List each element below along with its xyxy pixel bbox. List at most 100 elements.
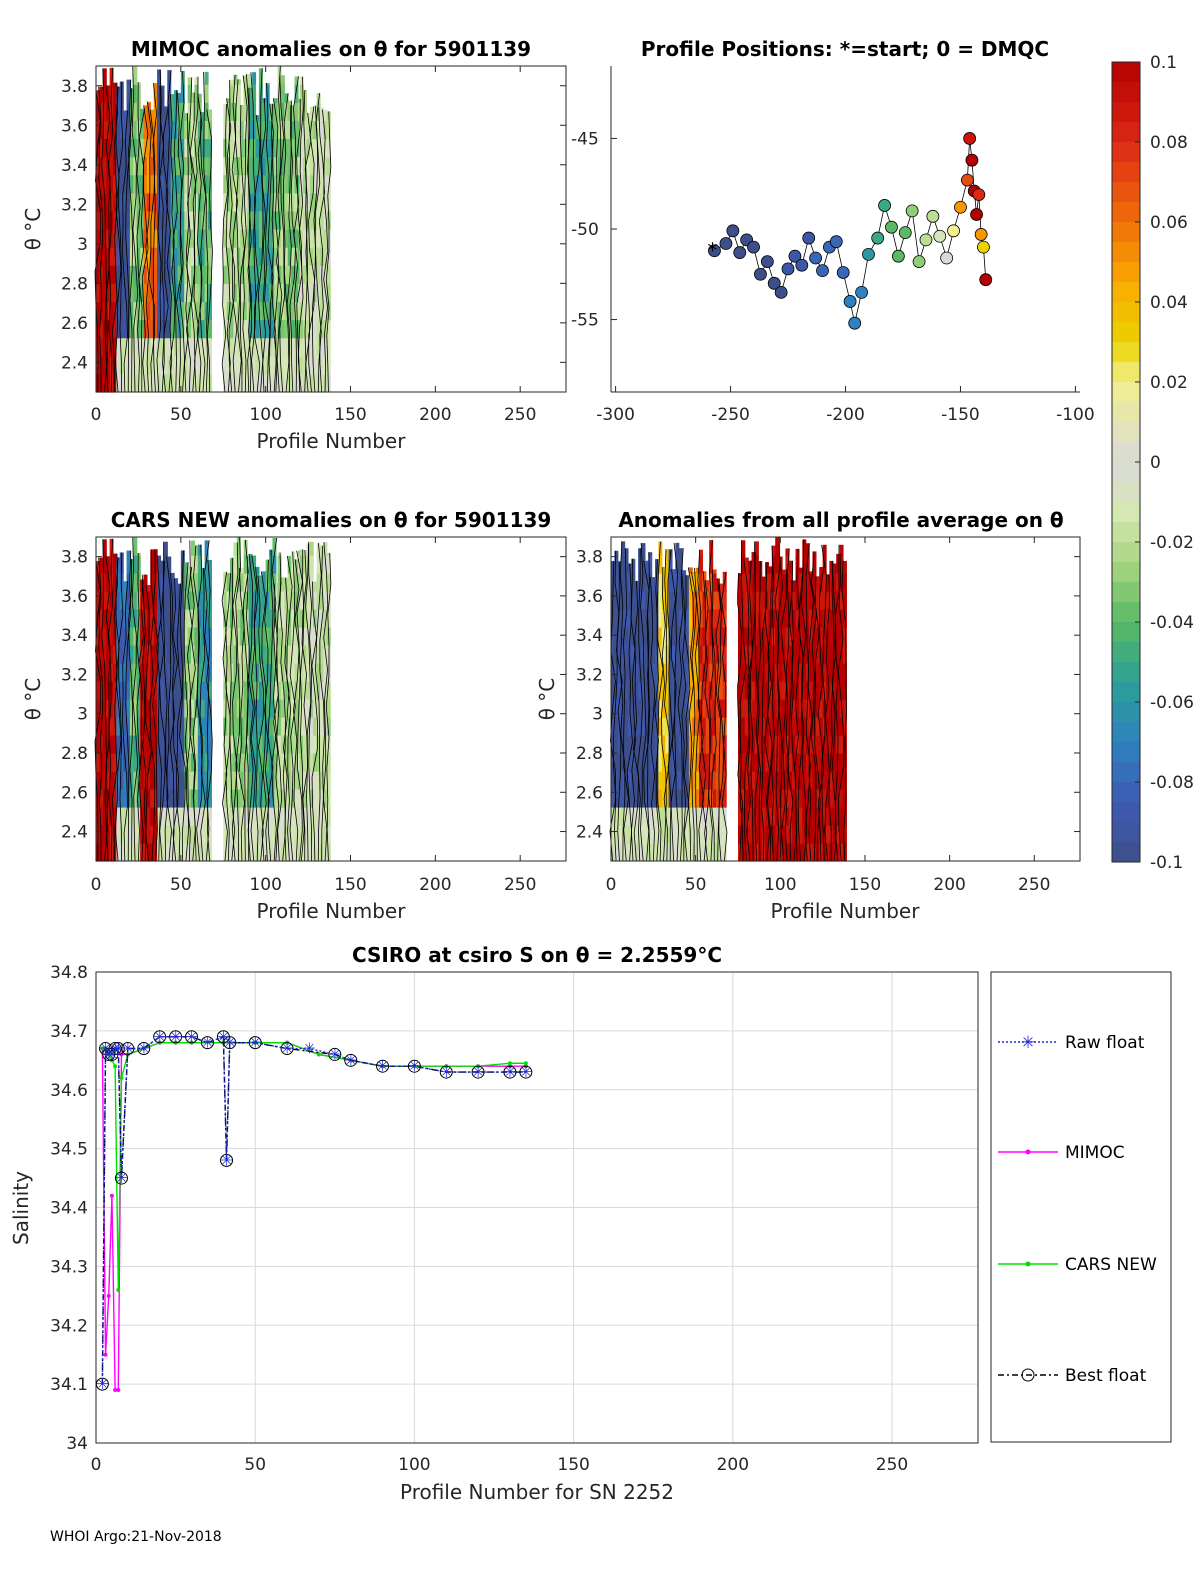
mimoc-x-ticks: 0 50 100 150 200 250 (91, 66, 536, 425)
heatmap-cell (126, 174, 131, 194)
heatmap-cell (832, 753, 837, 772)
colorbar-cell (1112, 382, 1140, 403)
heatmap-cell (226, 627, 231, 646)
heatmap-cell (299, 591, 304, 610)
heatmap-cell (136, 355, 141, 375)
heatmap-cell (184, 337, 189, 357)
heatmap-cell (191, 591, 196, 610)
heatmap-cell (187, 566, 192, 574)
heatmap-cell (133, 156, 138, 176)
contour-line (787, 560, 794, 862)
heatmap-cell (143, 591, 148, 610)
heatmap-cell (230, 337, 235, 357)
heatmap-cell (150, 735, 155, 754)
contour-line (253, 115, 261, 393)
heatmap-cell (668, 573, 673, 592)
heatmap-cell (262, 210, 267, 230)
heatmap-cell (112, 609, 117, 628)
heatmap-cell (191, 573, 196, 592)
heatmap-cell (644, 681, 649, 700)
heatmap-cell (644, 771, 649, 790)
heatmap-cell (829, 663, 834, 682)
heatmap-cell (277, 373, 282, 393)
heatmap-cell (258, 609, 263, 628)
heatmap-cell (153, 681, 158, 700)
heatmap-cell (719, 627, 724, 646)
heatmap-cell (150, 717, 155, 736)
heatmap-cell (106, 573, 111, 592)
y-tick-label: 3.4 (576, 626, 603, 646)
contour-line (242, 75, 248, 393)
heatmap-cell (741, 843, 746, 862)
data-point: ✳ (137, 1040, 150, 1058)
heatmap-cell (748, 753, 753, 772)
heatmap-cell (133, 609, 138, 628)
heatmap-cell (123, 771, 128, 790)
heatmap-cell (226, 156, 231, 176)
contour-line (637, 548, 643, 862)
heatmap-cell (109, 627, 114, 646)
colorbar-tick-label: 0.02 (1150, 373, 1188, 393)
heatmap-cell (129, 771, 134, 790)
heatmap-cell (299, 663, 304, 682)
heatmap-cell (197, 591, 202, 610)
heatmap-cell (236, 247, 241, 266)
heatmap-cell (140, 771, 145, 790)
heatmap-cell (722, 591, 727, 610)
heatmap-cell (197, 825, 202, 844)
heatmap-cell (688, 567, 693, 574)
heatmap-cell (316, 663, 321, 682)
data-point: ✳ (169, 1028, 182, 1046)
heatmap-cell (326, 843, 331, 862)
heatmap-cell (99, 681, 104, 700)
heatmap-cell (180, 337, 185, 357)
heatmap-cell (123, 591, 128, 610)
heatmap-cell (187, 645, 192, 664)
heatmap-cell (313, 735, 318, 754)
heatmap-cell (705, 699, 710, 718)
heatmap-cell (240, 771, 245, 790)
heatmap-cell (153, 355, 158, 375)
heatmap-cell (106, 355, 111, 375)
heatmap-cell (243, 102, 248, 121)
heatmap-cell (240, 247, 245, 266)
heatmap-cell (207, 156, 212, 176)
heatmap-cell (184, 210, 189, 230)
heatmap-cell (197, 102, 202, 121)
heatmap-cell (741, 540, 746, 556)
heatmap-cell (129, 138, 134, 158)
heatmap-cell (233, 74, 238, 85)
heatmap-cell (265, 247, 270, 266)
heatmap-cell (699, 591, 704, 610)
heatmap-cell (146, 229, 151, 248)
heatmap-cell (123, 807, 128, 826)
data-point: ✳ (99, 1040, 112, 1058)
heatmap-cell (316, 717, 321, 736)
heatmap-cell (280, 627, 285, 646)
heatmap-cell (146, 645, 151, 664)
heatmap-cell (768, 807, 773, 826)
heatmap-cell (194, 735, 199, 754)
contour-line (172, 578, 179, 862)
heatmap-cell (678, 609, 683, 628)
heatmap-cell (699, 825, 704, 844)
heatmap-cell (170, 355, 175, 375)
heatmap-cell (277, 699, 282, 718)
heatmap-cell (715, 807, 720, 826)
cars-contours (94, 537, 332, 862)
heatmap-cell (167, 102, 172, 121)
heatmap-cell (265, 771, 270, 790)
contour-line (257, 575, 264, 862)
heatmap-cell (255, 566, 260, 574)
heatmap-cell (177, 645, 182, 664)
heatmap-cell (651, 717, 656, 736)
contour-line (828, 560, 835, 862)
colorbar-cell (1112, 62, 1140, 83)
heatmap-cell (826, 681, 831, 700)
colorbar-cell (1112, 182, 1140, 203)
heatmap-cell (170, 645, 175, 664)
heatmap-cell (809, 807, 814, 826)
heatmap-cell (102, 539, 107, 556)
heatmap-cell (99, 229, 104, 248)
